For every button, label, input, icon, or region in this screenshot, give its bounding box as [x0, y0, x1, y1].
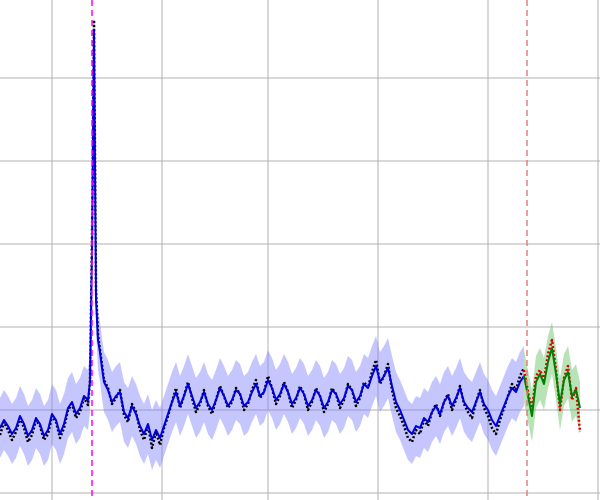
vertical-markers: [91, 0, 528, 500]
band-forecast: [524, 322, 580, 442]
series-line-fitted: [0, 29, 525, 441]
band-fitted: [0, 0, 524, 470]
series-lines: [0, 18, 582, 450]
confidence-bands: [0, 0, 580, 470]
series-line-forecast: [523, 347, 581, 417]
